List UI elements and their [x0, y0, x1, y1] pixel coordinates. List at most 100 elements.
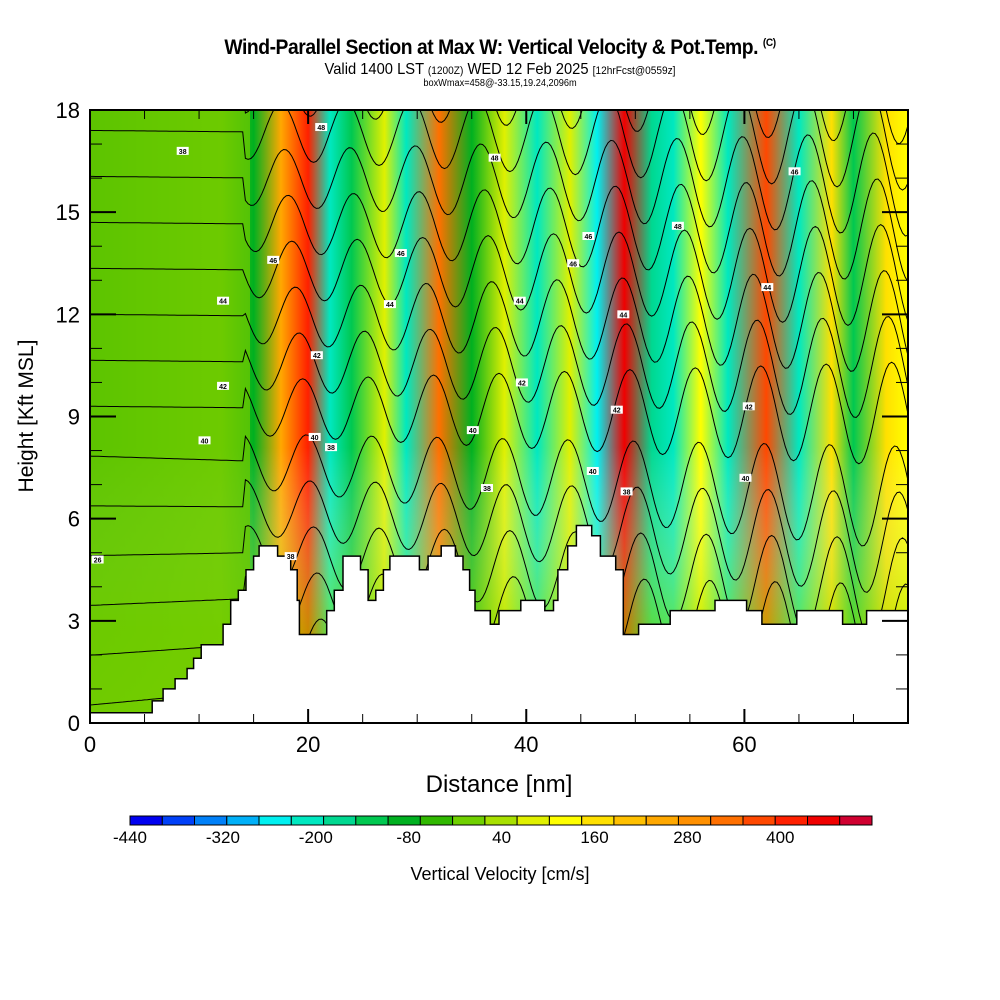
contour-label-text: 44	[386, 302, 394, 309]
colorbar-tick-label: -200	[299, 828, 333, 847]
theta-contour-line	[90, 434, 908, 547]
colorbar-swatch	[452, 815, 486, 826]
theta-contour-label: 40	[308, 432, 321, 442]
x-tick-label: 20	[296, 732, 320, 757]
contour-label-background	[198, 436, 211, 445]
chart-subtitle-2: boxWmax=458@-33.15,19.24,2096m	[423, 78, 577, 89]
theta-contour-line	[90, 224, 908, 326]
theta-contour-label: 42	[742, 402, 755, 411]
y-tick-label: 18	[56, 98, 80, 123]
theta-contour-label: 46	[394, 249, 407, 258]
colorbar-swatch	[645, 815, 680, 826]
theta-contour-label: 40	[739, 473, 752, 483]
contour-label-text: 46	[585, 234, 593, 241]
contour-label-background	[217, 296, 230, 305]
x-axis: 0 20 40 60	[84, 110, 909, 757]
chart-title: Wind-Parallel Section at Max W: Vertical…	[40, 36, 960, 60]
colorbar-swatch	[710, 815, 744, 826]
contour-label-background	[567, 259, 580, 268]
colorbar-tick-label: 160	[580, 828, 608, 847]
contour-label-text: 48	[674, 224, 682, 231]
colorbar-swatch	[226, 815, 260, 826]
contour-label-background	[761, 283, 774, 292]
theta-contour-label: 42	[610, 405, 623, 415]
theta-contour-label: 48	[488, 153, 501, 163]
contour-label-background	[284, 552, 297, 561]
y-axis-label: Height [Kft MSL]	[15, 340, 38, 493]
theta-contour-label: 38	[481, 484, 494, 493]
theta-contour-label: 46	[582, 232, 595, 241]
theta-contour-line	[90, 110, 908, 191]
contour-label-text: 40	[311, 435, 319, 442]
colorbar-tick-label: -440	[113, 828, 147, 847]
contour-label-background	[586, 466, 599, 475]
contour-label-background	[310, 351, 323, 360]
contour-label-background	[788, 167, 801, 176]
theta-contour-label: 48	[671, 221, 684, 231]
theta-contour-label: 38	[284, 552, 297, 561]
y-tick-label: 0	[68, 711, 80, 736]
colorbar-tick-label: -320	[206, 828, 240, 847]
y-tick-label: 6	[68, 507, 80, 532]
subtitle-valid-time: Valid 1400 LST	[324, 61, 424, 78]
theta-contour-line	[90, 571, 908, 686]
colorbar-swatch	[258, 815, 292, 826]
contour-label-text: 40	[201, 438, 209, 445]
contour-label-background	[394, 249, 407, 258]
contour-label-text: 38	[623, 489, 631, 496]
colorbar-tick-label: -80	[396, 828, 421, 847]
contour-label-background	[481, 484, 494, 493]
subtitle-date: WED 12 Feb 2025	[467, 61, 589, 78]
contour-label-background	[620, 487, 633, 496]
theta-contour-label: 44	[513, 296, 526, 306]
chart-title-text: Wind-Parallel Section at Max W: Vertical…	[224, 36, 759, 59]
contour-label-background	[671, 221, 684, 230]
colorbar-swatch	[387, 815, 421, 826]
x-tick-label: 0	[84, 732, 96, 757]
contour-label-text: 44	[619, 312, 627, 319]
theta-contour-label: 46	[567, 259, 580, 268]
theta-contour-label: 44	[217, 296, 230, 306]
contour-label-text: 42	[313, 353, 321, 360]
contour-label-background	[488, 153, 501, 162]
theta-contour-label: 40	[466, 426, 479, 435]
contour-label-background	[610, 405, 623, 414]
y-tick-label: 12	[56, 302, 80, 327]
theta-contour-label: 40	[586, 466, 599, 476]
colorbar-swatch	[613, 815, 647, 826]
theta-contour-line	[90, 478, 908, 593]
colorbar-swatch	[323, 815, 357, 826]
y-tick-label: 3	[68, 609, 80, 634]
contour-label-background	[308, 432, 321, 441]
contour-label-text: 38	[287, 554, 295, 561]
contour-label-background	[325, 443, 338, 452]
colorbar-label: Vertical Velocity [cm/s]	[410, 864, 589, 884]
upstream-uniform-region	[90, 110, 250, 723]
contour-label-text: 48	[317, 125, 325, 132]
theta-contour-label: 44	[761, 283, 774, 292]
theta-contour-label: 38	[176, 146, 189, 156]
contour-label-background	[91, 555, 104, 564]
contour-label-text: 44	[763, 285, 771, 292]
contour-label-text: 38	[483, 486, 491, 493]
contour-label-background	[582, 232, 595, 241]
contour-label-text: 44	[219, 299, 227, 306]
contour-label-text: 38	[327, 445, 335, 452]
contour-label-background	[176, 146, 189, 155]
contour-label-text: 40	[589, 469, 597, 476]
colorbar-swatch	[194, 815, 228, 826]
y-tick-label: 15	[56, 200, 80, 225]
colorbar-tick-label: 280	[673, 828, 701, 847]
theta-contour-line	[90, 132, 908, 237]
colorbar-swatch	[742, 815, 776, 826]
theta-contour-line	[90, 270, 908, 372]
contour-label-text: 42	[219, 384, 227, 391]
x-axis-label: Distance [nm]	[426, 771, 573, 798]
colorbar-swatch	[419, 815, 454, 826]
contour-label-background	[515, 378, 528, 387]
contour-label-text: 46	[569, 261, 577, 268]
theta-contour-label: 42	[217, 381, 230, 391]
colorbar-swatch	[290, 815, 325, 826]
contour-label-background	[742, 402, 755, 411]
colorbar-tick-label: 400	[766, 828, 794, 847]
